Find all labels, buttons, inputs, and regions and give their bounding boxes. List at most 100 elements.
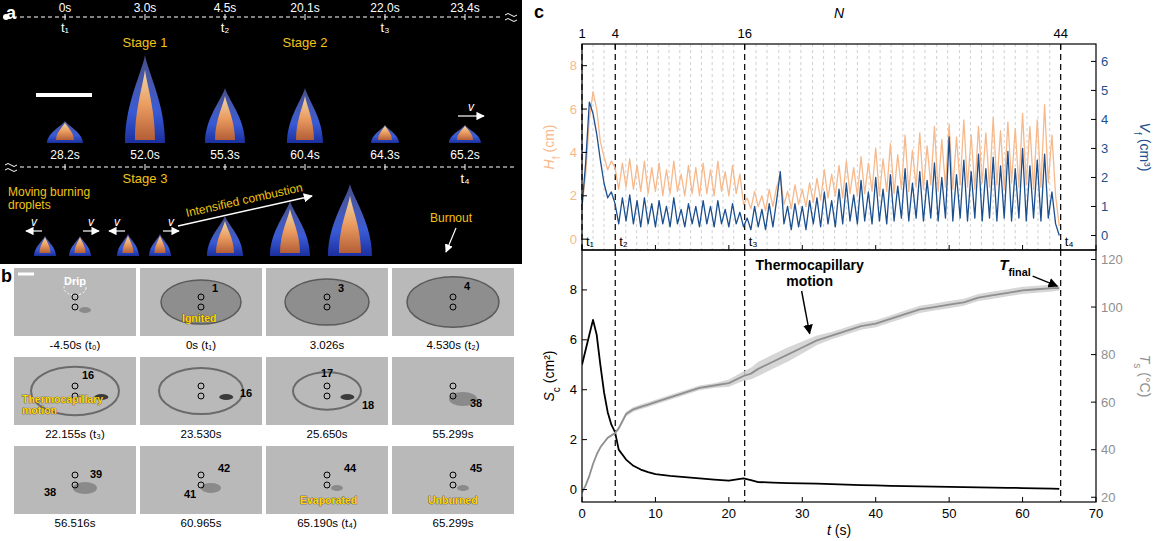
text-line: Unburned [428,494,478,506]
velocity-label: v [168,215,175,229]
flame-core [457,126,473,140]
flame-core [296,96,314,140]
stage-marker: t₃ [381,20,390,35]
stage-line [1060,44,1061,250]
stage-line [744,44,745,250]
y2-tick [1091,259,1096,260]
n-tick [582,44,583,49]
stage-label: Stage 1 [123,35,168,50]
droplet-line [924,44,925,250]
y2-tick [1091,119,1096,120]
droplet-index: 1 [212,282,218,294]
stage-line [615,44,616,250]
annotation: Burnout [430,211,473,225]
flame-core [216,221,234,253]
y2-tick [1091,307,1096,308]
velocity-arrow [83,230,99,231]
frame: 1623.530s [140,357,262,440]
thermocouple [324,482,330,488]
x-tick [949,497,950,502]
droplet-line [993,44,994,250]
y2-tick-label: 40 [1101,442,1115,457]
frame-image [140,357,262,425]
text-line: Thermocapillary [756,257,864,273]
timeline [6,16,503,17]
thermocouple [72,472,78,478]
velocity-label: v [468,100,475,114]
frame: 1Ignited0s (t₁) [140,268,262,351]
droplet-index: 45 [470,462,482,474]
y2-tick-label: 60 [1101,395,1115,410]
droplet-index: 41 [184,488,196,500]
figure: a0st₁3.0s4.5st₂20.1s22.0st₃23.4sStage 1S… [0,0,1162,541]
label-patch [754,256,866,290]
y-tick [582,439,587,440]
time-label: 65.2s [450,148,479,162]
droplet-line [823,44,824,250]
symbol: t [827,522,832,538]
x-tick-label: 30 [795,506,809,521]
time-label: 23.4s [450,1,479,15]
annotation: Moving burningdroplets [8,185,90,212]
frame-caption: 4.530s (t₂) [426,339,479,351]
series-line [582,288,1059,492]
n-axis-title: N [834,5,845,21]
series-line [582,92,1059,226]
axis-title: t(s) [827,522,851,538]
thermocouple [450,482,456,488]
flames [34,55,481,256]
panel-b: bDrip-4.50s (t₀)1Ignited0s (t₁)33.026s44… [1,266,514,529]
text-line: motion [786,273,833,289]
droplet-index: 16 [240,387,252,399]
y2-tick [1091,90,1096,91]
error-band [582,284,1059,493]
time-label: 64.3s [370,148,399,162]
thermocouple [72,383,78,389]
flame-outer [207,216,243,256]
frame-caption: 3.026s [310,339,345,351]
residue [73,482,97,494]
x-tick [1096,497,1097,502]
burning-pool [285,279,369,325]
droplet-line [869,44,870,250]
text-line: droplets [8,198,51,212]
y2-tick [1091,497,1096,498]
y2-tick-label: 100 [1101,300,1123,315]
droplet-line [636,44,637,250]
frame-note: Evaporated [300,494,357,506]
stage-line [615,250,616,502]
photo-background [0,0,522,264]
time-label: 28.2s [50,148,79,162]
velocity-arrow [458,115,484,116]
x-tick [582,497,583,502]
scale-bar [18,273,34,276]
frame-image [392,357,514,425]
thermocouple [450,393,456,399]
time-label: 55.3s [210,148,239,162]
x-tick-label: 60 [1015,506,1029,521]
annotation-arrow [802,291,810,334]
velocity-arrow [163,230,179,231]
droplet-line [679,44,680,250]
stage-marker: t₁ [586,234,595,249]
residue-ring [159,368,243,414]
thermocouple [450,472,456,478]
droplet-line [1015,44,1016,250]
y2-tick-label: 3 [1101,141,1108,156]
data [582,284,1059,493]
droplet-line [902,44,903,250]
break-symbol [505,14,517,22]
frame: 383956.516s [14,446,136,529]
flame-core [135,70,155,140]
flame-core [56,122,74,140]
frame: 414260.965s [140,446,262,529]
y-tick [582,489,587,490]
moving-droplet [340,394,354,400]
frame-note: Drip [64,275,86,287]
annotation: Intensified combustion [184,180,304,220]
frame: 16Thermocapillarymotion22.155s (t₃) [14,357,136,440]
frame: Drip-4.50s (t₀) [14,268,136,351]
thermocouple [72,304,78,310]
x-tick [802,245,803,250]
droplet-index: 17 [321,367,333,379]
